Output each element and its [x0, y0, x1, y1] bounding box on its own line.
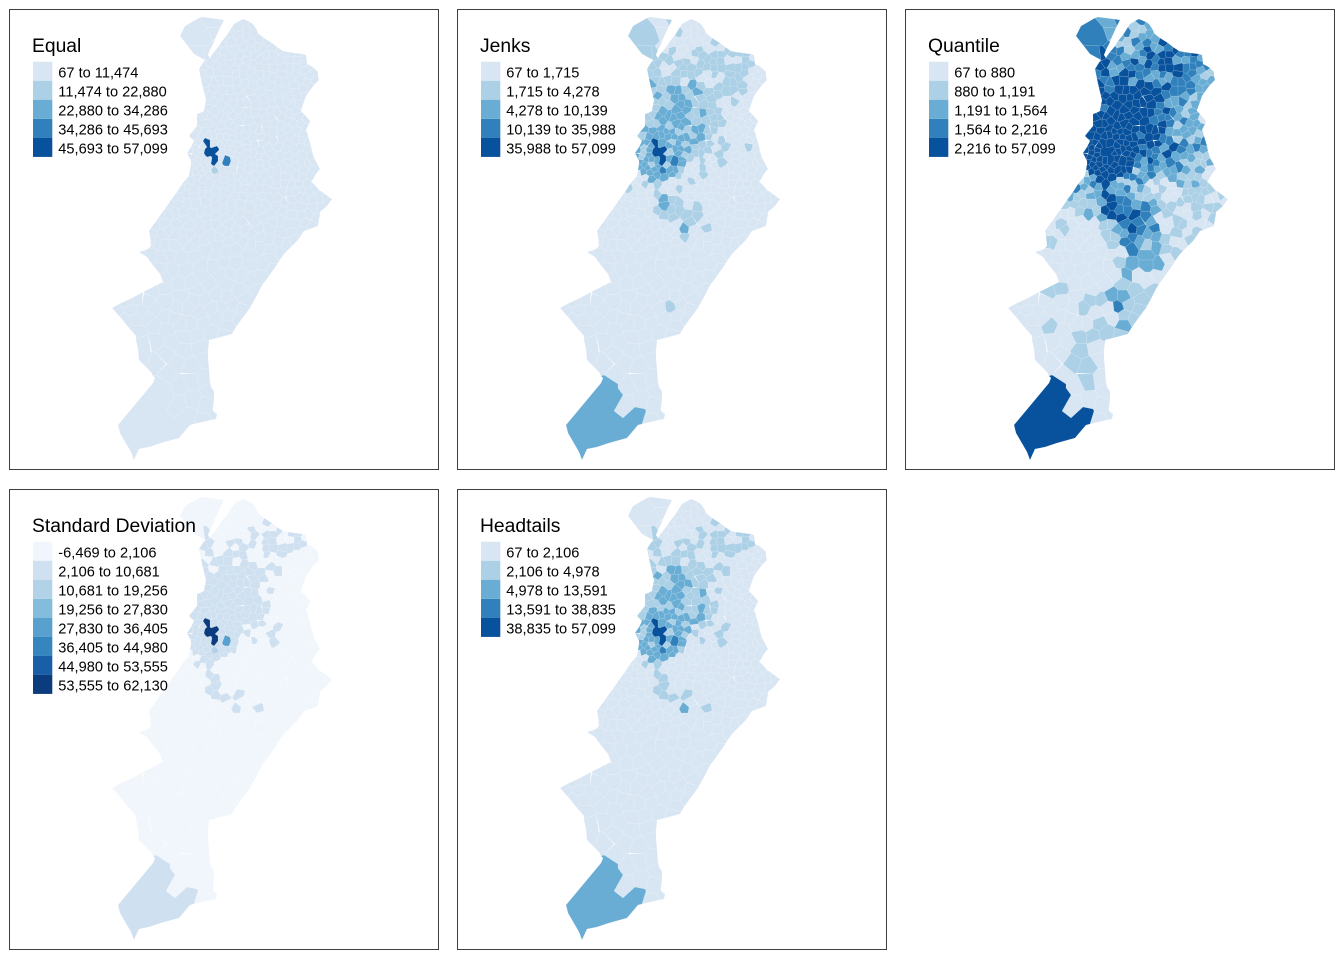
svg-text:53,555 to 62,130: 53,555 to 62,130 — [58, 678, 168, 694]
svg-text:4,978 to 13,591: 4,978 to 13,591 — [506, 583, 607, 599]
svg-text:Headtails: Headtails — [480, 516, 560, 537]
svg-text:44,980 to 53,555: 44,980 to 53,555 — [58, 659, 168, 675]
svg-text:35,988 to 57,099: 35,988 to 57,099 — [506, 141, 616, 157]
svg-text:1,715 to 4,278: 1,715 to 4,278 — [506, 84, 599, 100]
svg-text:13,591 to 38,835: 13,591 to 38,835 — [506, 602, 616, 618]
svg-text:Quantile: Quantile — [928, 36, 1000, 57]
svg-text:67 to 11,474: 67 to 11,474 — [58, 65, 138, 81]
svg-text:67 to 1,715: 67 to 1,715 — [506, 65, 579, 81]
svg-text:67 to 2,106: 67 to 2,106 — [506, 545, 579, 561]
svg-text:22,880 to 34,286: 22,880 to 34,286 — [58, 103, 168, 119]
svg-text:45,693 to 57,099: 45,693 to 57,099 — [58, 141, 168, 157]
svg-text:Standard Deviation: Standard Deviation — [32, 516, 196, 537]
svg-text:2,216 to 57,099: 2,216 to 57,099 — [954, 141, 1055, 157]
svg-text:67 to 880: 67 to 880 — [954, 65, 1015, 81]
svg-text:2,106 to 4,978: 2,106 to 4,978 — [506, 564, 599, 580]
svg-text:27,830 to 36,405: 27,830 to 36,405 — [58, 621, 168, 637]
svg-text:2,106 to 10,681: 2,106 to 10,681 — [58, 564, 159, 580]
svg-text:19,256 to 27,830: 19,256 to 27,830 — [58, 602, 168, 618]
svg-text:1,191 to 1,564: 1,191 to 1,564 — [954, 103, 1047, 119]
svg-text:Jenks: Jenks — [480, 36, 530, 57]
svg-text:36,405 to 44,980: 36,405 to 44,980 — [58, 640, 168, 656]
svg-text:38,835 to 57,099: 38,835 to 57,099 — [506, 621, 616, 637]
svg-text:1,564 to 2,216: 1,564 to 2,216 — [954, 122, 1047, 138]
svg-text:880 to 1,191: 880 to 1,191 — [954, 84, 1035, 100]
svg-text:10,681 to 19,256: 10,681 to 19,256 — [58, 583, 168, 599]
svg-text:10,139 to 35,988: 10,139 to 35,988 — [506, 122, 616, 138]
svg-text:34,286 to 45,693: 34,286 to 45,693 — [58, 122, 168, 138]
svg-text:Equal: Equal — [32, 36, 81, 57]
svg-text:4,278 to 10,139: 4,278 to 10,139 — [506, 103, 607, 119]
svg-text:-6,469 to 2,106: -6,469 to 2,106 — [58, 545, 156, 561]
svg-text:11,474 to 22,880: 11,474 to 22,880 — [58, 84, 166, 100]
